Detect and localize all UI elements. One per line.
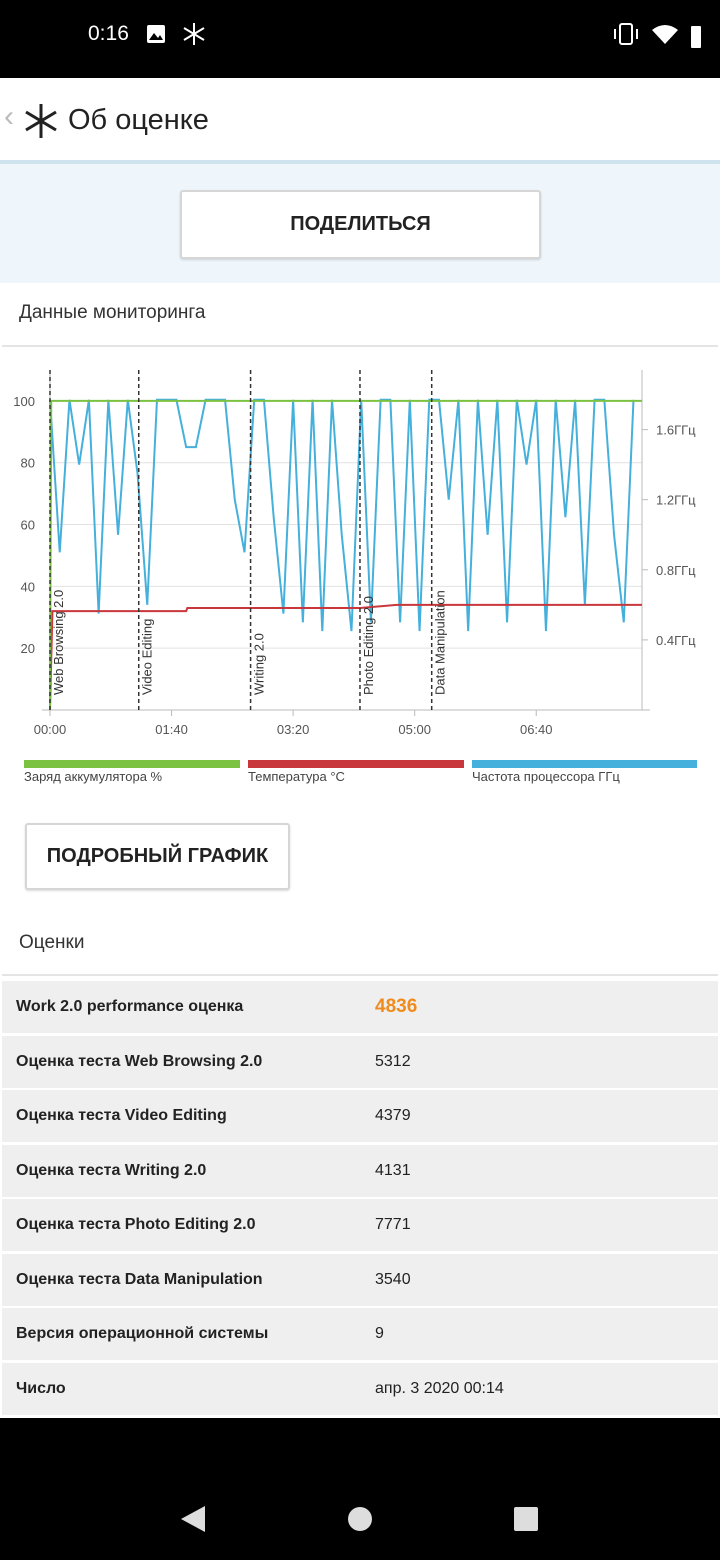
y2-tick-label: 1.6ГГц (656, 423, 696, 438)
divider (2, 974, 718, 976)
x-tick-label: 06:40 (520, 722, 553, 737)
phase-label: Data Manipulation (433, 590, 448, 695)
detail-button[interactable]: ПОДРОБНЫЙ ГРАФИК (25, 823, 290, 890)
score-value: 3540 (375, 1270, 411, 1288)
time: 0:16 (88, 22, 129, 45)
score-row: Число апр. 3 2020 00:14 (2, 1362, 718, 1415)
y-tick-label: 20 (21, 641, 35, 656)
back-button[interactable]: ‹ (4, 100, 14, 133)
system-icons (614, 23, 701, 48)
score-label: Work 2.0 performance оценка (16, 998, 244, 1015)
y-tick-label: 80 (21, 456, 35, 471)
phase-label: Video Editing (140, 619, 155, 695)
app-bar: ‹ Об оценке (0, 78, 720, 164)
section-title: Данные мониторинга (19, 302, 206, 323)
score-row: Оценка теста Data Manipulation 3540 (2, 1253, 718, 1306)
legend-label: Частота процессора ГГц (472, 769, 620, 784)
score-value: 4379 (375, 1107, 411, 1124)
score-label: Версия операционной системы (16, 1325, 269, 1342)
series-line (49, 603, 642, 711)
score-label: Число (16, 1379, 66, 1397)
section-title: Оценки (19, 932, 85, 953)
phase-label: Web Browsing 2.0 (51, 590, 66, 695)
legend-label: Температура °C (248, 769, 345, 784)
x-tick-label: 03:20 (277, 722, 310, 737)
page-title: Об оценке (68, 104, 209, 136)
score-row: Оценка теста Video Editing 4379 (2, 1090, 718, 1142)
score-label: Оценка теста Video Editing (16, 1107, 227, 1124)
series-line (49, 398, 635, 632)
legend-swatch (472, 760, 697, 768)
score-label: Оценка теста Writing 2.0 (16, 1161, 207, 1179)
score-label: Оценка теста Data Manipulation (16, 1270, 263, 1288)
divider (2, 345, 718, 347)
y2-tick-label: 0.4ГГц (656, 633, 696, 648)
x-tick-label: 00:00 (34, 722, 67, 737)
score-label: Оценка теста Photo Editing 2.0 (16, 1216, 256, 1233)
y2-tick-label: 1.2ГГц (656, 493, 696, 508)
legend-swatch (24, 760, 240, 768)
score-row: Оценка теста Writing 2.0 4131 (2, 1144, 718, 1197)
score-row: Версия операционной системы 9 (2, 1308, 718, 1360)
y2-tick-label: 0.8ГГц (656, 563, 696, 578)
nav-icons (181, 1506, 538, 1532)
score-value: 5312 (375, 1052, 411, 1070)
score-row: Оценка теста Web Browsing 2.0 5312 (2, 1035, 718, 1088)
score-value: 4131 (375, 1161, 411, 1179)
score-value: 9 (375, 1325, 384, 1342)
monitoring-chart: 20 40 60 80 100 0.4ГГц 0.8ГГц 1.2ГГц 1.6ГГц 00:00… (13, 370, 697, 784)
gallery-icon (147, 25, 165, 43)
x-tick-label: 05:00 (398, 722, 431, 737)
legend-swatch (248, 760, 464, 768)
legend-label: Заряд аккумулятора % (24, 769, 163, 784)
share-button[interactable]: ПОДЕЛИТЬСЯ (180, 190, 541, 259)
score-row: Work 2.0 performance оценка 4836 (2, 981, 718, 1033)
score-label: Оценка теста Web Browsing 2.0 (16, 1052, 263, 1070)
y-tick-label: 40 (21, 579, 35, 594)
score-value: 7771 (375, 1216, 411, 1233)
y-tick-label: 60 (21, 518, 35, 533)
phase-label: Writing 2.0 (252, 633, 267, 695)
y-tick-label: 100 (13, 394, 35, 409)
score-value: апр. 3 2020 00:14 (375, 1379, 504, 1397)
score-value: 4836 (375, 996, 418, 1017)
app-icon (25, 104, 57, 138)
score-row: Оценка теста Photo Editing 2.0 7771 (2, 1199, 718, 1251)
x-tick-label: 01:40 (155, 722, 188, 737)
nav-bar (0, 1418, 720, 1560)
snow-icon (183, 23, 205, 45)
status-bar: 0:16 (0, 0, 720, 78)
phase-label: Photo Editing 2.0 (361, 596, 376, 695)
series-line (49, 399, 642, 711)
